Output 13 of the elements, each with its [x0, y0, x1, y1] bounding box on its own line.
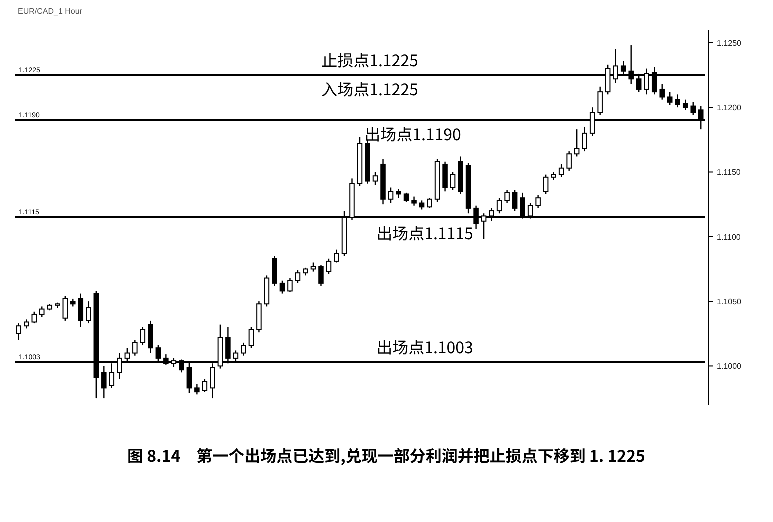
annotation: 出场点1.1003 — [376, 334, 474, 358]
y-tick-label: 1.1250 — [717, 38, 742, 48]
y-tick-label: 1.1200 — [717, 104, 742, 113]
y-tick-label: 1.1150 — [717, 168, 742, 178]
annotation: 入场点1.1225 — [322, 76, 419, 100]
y-tick-label: 1.1050 — [717, 298, 742, 307]
y-tick-label: 1.1100 — [717, 232, 742, 242]
y-tick-label: 1.1000 — [717, 362, 742, 372]
annotation: 出场点1.1190 — [364, 122, 462, 146]
annotation: 出场点1.1115 — [376, 220, 474, 244]
caption: 图 8.14 第一个出场点已达到,兑现一部分利润并把止损点下移到 1. 1225 — [127, 443, 646, 467]
annotation: 止损点1.1225 — [322, 47, 419, 72]
chart-title: EUR/CAD_1 Hour — [18, 7, 83, 16]
